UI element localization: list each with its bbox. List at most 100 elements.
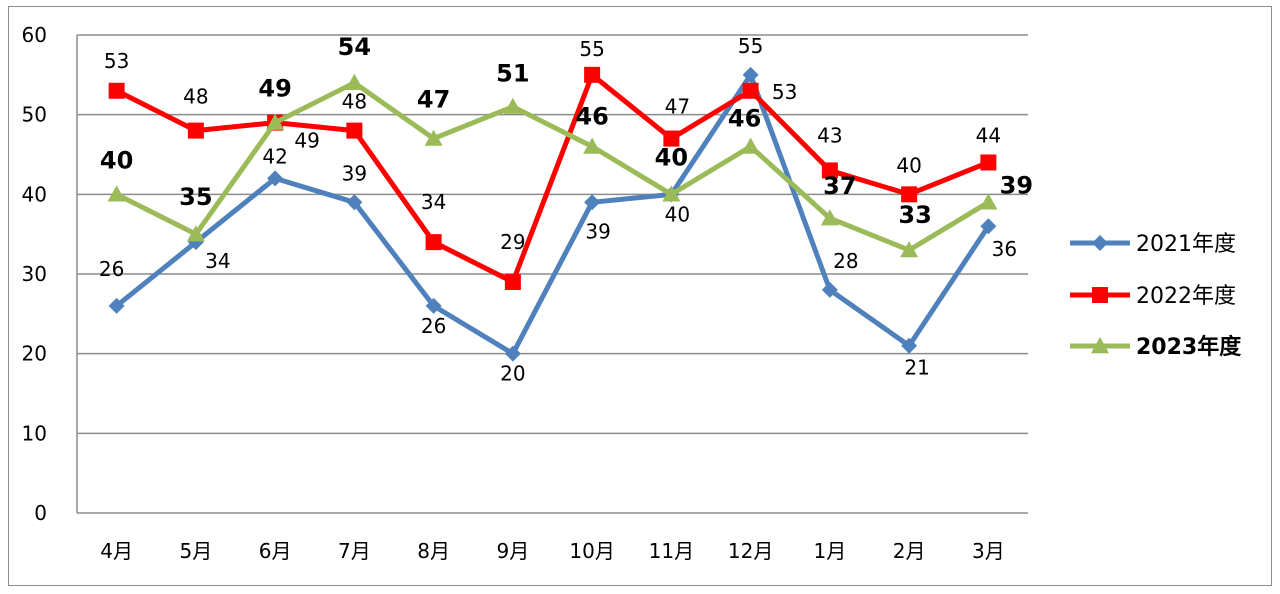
x-tick-label: 1月 xyxy=(814,539,847,563)
marker-square xyxy=(901,186,918,203)
series-layer xyxy=(107,66,998,362)
data-label: 26 xyxy=(99,257,124,281)
marker-diamond xyxy=(1092,235,1108,251)
series-line xyxy=(115,72,990,285)
marker-square xyxy=(980,154,997,171)
data-label: 49 xyxy=(258,75,291,103)
marker-square xyxy=(504,273,521,290)
data-label: 34 xyxy=(421,190,446,214)
series-line xyxy=(115,72,991,357)
data-label: 53 xyxy=(104,49,129,73)
data-label: 48 xyxy=(183,85,208,109)
data-label: 42 xyxy=(262,144,287,168)
marker-triangle xyxy=(583,137,602,154)
data-label: 48 xyxy=(342,90,367,114)
data-label: 39 xyxy=(1000,171,1033,199)
x-tick-label: 2月 xyxy=(893,539,926,563)
data-label-layer: 26 34 42 39 26 20 39 40 55 28 21 36 53 48 49 48 34 29 55 47… xyxy=(99,33,1033,386)
x-tick-label: 7月 xyxy=(338,539,371,563)
marker-diamond xyxy=(584,194,601,211)
y-tick-label: 30 xyxy=(22,262,47,286)
y-tick-label: 50 xyxy=(22,103,47,127)
data-label: 51 xyxy=(496,60,529,88)
chart-frame xyxy=(8,6,1272,586)
marker-diamond xyxy=(346,194,363,211)
marker-square xyxy=(663,130,680,147)
data-label: 33 xyxy=(898,201,931,229)
data-label: 29 xyxy=(500,230,525,254)
series-2021年度 xyxy=(108,66,997,362)
data-label: 43 xyxy=(817,123,842,147)
marker-triangle xyxy=(503,97,522,114)
x-tick-label: 3月 xyxy=(972,539,1005,563)
data-label: 46 xyxy=(575,103,608,131)
marker-square xyxy=(1092,287,1108,303)
data-label: 49 xyxy=(294,129,319,153)
marker-diamond xyxy=(504,345,521,362)
marker-triangle xyxy=(345,73,364,90)
marker-triangle xyxy=(1091,337,1109,354)
marker-square xyxy=(821,162,838,179)
marker-diamond xyxy=(108,297,125,314)
data-label: 53 xyxy=(772,80,797,104)
data-label: 46 xyxy=(728,105,761,133)
marker-triangle xyxy=(741,137,760,154)
marker-triangle xyxy=(107,185,126,202)
marker-triangle xyxy=(424,129,443,146)
x-tick-label: 5月 xyxy=(180,539,213,563)
marker-triangle xyxy=(979,193,998,210)
legend-entry: 2021年度 xyxy=(1070,232,1236,257)
x-tick-label: 12月 xyxy=(728,539,773,563)
data-label: 20 xyxy=(500,362,525,386)
marker-diamond xyxy=(742,66,759,83)
x-tick-label: 11月 xyxy=(649,539,694,563)
marker-diamond xyxy=(980,218,997,235)
grid-layer xyxy=(77,34,1028,435)
x-tick-label: 10月 xyxy=(569,539,614,563)
data-label: 44 xyxy=(976,123,1001,147)
marker-diamond xyxy=(267,170,284,187)
marker-triangle xyxy=(266,113,285,130)
data-label: 37 xyxy=(823,172,856,200)
legend-label: 2021年度 xyxy=(1136,232,1236,257)
legend-entry: 2022年度 xyxy=(1070,284,1236,309)
legend: 2021年度 2022年度 2023年度 xyxy=(1070,232,1242,360)
data-label: 28 xyxy=(833,249,858,273)
y-tick-label: 10 xyxy=(22,421,47,445)
marker-diamond xyxy=(821,281,838,298)
data-label: 54 xyxy=(338,33,371,61)
y-tick-label: 60 xyxy=(22,23,47,47)
series-2023年度 xyxy=(107,73,998,258)
marker-square xyxy=(108,82,125,99)
data-label: 55 xyxy=(579,37,604,61)
series-2022年度 xyxy=(108,66,997,290)
marker-diamond xyxy=(901,337,918,354)
data-label: 39 xyxy=(585,219,610,243)
legend-entry: 2023年度 xyxy=(1070,334,1242,360)
marker-triangle xyxy=(820,209,839,226)
data-label: 26 xyxy=(421,314,446,338)
data-label: 35 xyxy=(179,183,212,211)
data-label: 47 xyxy=(417,86,450,114)
axis-layer: 0 10 20 30 40 50 60 4月 5月 6月 7月 8月 9月 10月 11月 12月 1月 2月 3月 xyxy=(22,23,1028,563)
marker-square xyxy=(584,66,601,83)
marker-triangle xyxy=(900,241,919,258)
marker-square xyxy=(425,234,442,251)
marker-diamond xyxy=(425,297,442,314)
data-label: 40 xyxy=(896,153,921,177)
data-label: 39 xyxy=(342,161,367,185)
y-tick-label: 40 xyxy=(22,182,47,206)
data-label: 55 xyxy=(738,34,763,58)
x-tick-label: 9月 xyxy=(497,539,530,563)
x-tick-label: 4月 xyxy=(100,539,133,563)
data-label: 34 xyxy=(205,249,230,273)
x-tick-label: 8月 xyxy=(417,539,450,563)
data-label: 40 xyxy=(655,143,688,171)
data-label: 36 xyxy=(992,237,1017,261)
data-label: 40 xyxy=(100,146,133,174)
marker-triangle xyxy=(186,225,205,242)
legend-label: 2023年度 xyxy=(1136,334,1242,360)
series-line xyxy=(115,80,990,253)
marker-square xyxy=(346,122,363,139)
